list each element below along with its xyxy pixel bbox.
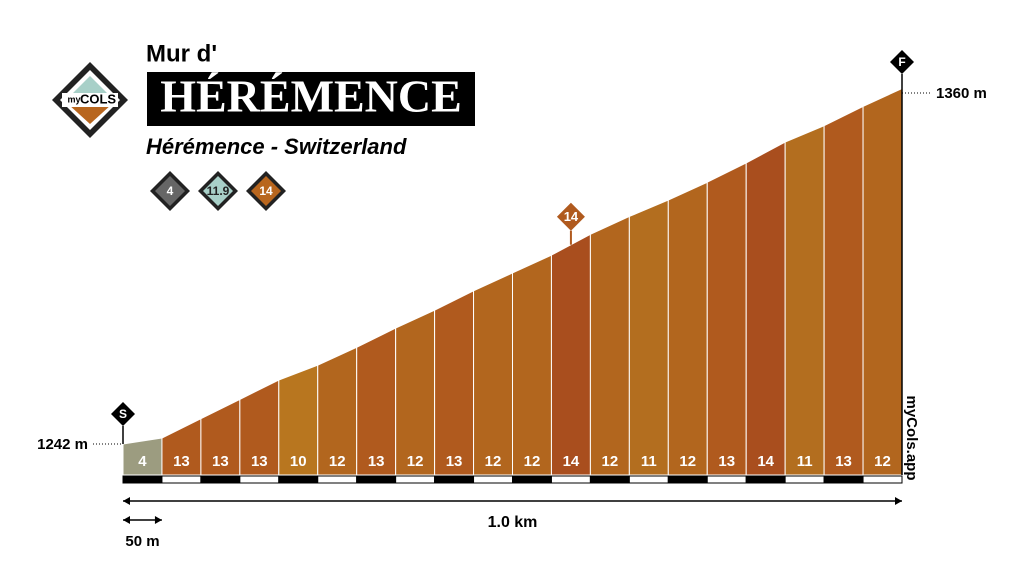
watermark: myCols.app — [903, 395, 920, 480]
segment-label: 12 — [679, 453, 696, 470]
segment — [784, 124, 825, 476]
segment-label: 13 — [718, 453, 735, 470]
max-label: 14 — [564, 209, 579, 224]
segment — [395, 309, 436, 476]
finish-label: F — [898, 55, 905, 69]
segment-label: 12 — [602, 453, 619, 470]
segment-label: 12 — [407, 453, 424, 470]
start-marker — [111, 402, 135, 426]
segment-arrow-head — [154, 516, 162, 524]
start-label: S — [119, 407, 127, 421]
segment-label: 14 — [757, 453, 774, 470]
distance-block — [473, 475, 513, 484]
segment-label: 13 — [368, 453, 385, 470]
distance-block — [356, 475, 397, 484]
segment-label: 13 — [212, 453, 229, 470]
distance-block — [550, 475, 591, 484]
segment — [706, 162, 747, 476]
distance-block — [667, 475, 708, 484]
subtitle: Hérémence - Switzerland — [146, 134, 407, 159]
distance-block — [628, 475, 669, 484]
logo: my COLS — [52, 62, 128, 138]
logo-my: my — [67, 94, 80, 104]
distance-arrow-head — [895, 497, 902, 505]
distance-block — [122, 475, 163, 484]
badge-label: 4 — [167, 184, 174, 198]
distance-block — [395, 475, 436, 484]
start-elevation: 1242 m — [37, 436, 88, 453]
badge — [155, 176, 185, 206]
distance-block — [862, 475, 903, 484]
distance-block — [589, 475, 630, 484]
title: HÉRÉMENCE — [160, 71, 462, 122]
distance-arrow-head — [123, 497, 130, 505]
title-box — [147, 72, 475, 126]
distance-block — [317, 475, 358, 484]
badge — [203, 176, 233, 206]
badge — [251, 176, 281, 206]
logo-cols: COLS — [80, 91, 116, 106]
distance-block — [706, 475, 747, 484]
segment — [550, 233, 591, 476]
pretitle: Mur d' — [146, 40, 217, 67]
finish-marker — [890, 50, 914, 74]
segment — [512, 254, 552, 476]
end-elevation: 1360 m — [936, 85, 987, 102]
segment-arrow-head — [123, 516, 130, 524]
segment-label: 11 — [641, 453, 657, 470]
distance-block — [161, 475, 202, 484]
segment-label: 13 — [173, 453, 190, 470]
distance-block — [823, 475, 864, 484]
segment — [628, 199, 669, 476]
segment-label: 13 — [251, 453, 268, 470]
segment — [473, 272, 513, 476]
segment — [862, 87, 903, 476]
segment-label: 4 — [138, 453, 147, 470]
distance-block — [200, 475, 241, 484]
segment-label: 13 — [446, 453, 463, 470]
segment-label: 14 — [563, 453, 580, 470]
segment-length-label: 50 m — [125, 533, 159, 550]
segment-label: 11 — [797, 453, 813, 470]
badge-label: 14 — [259, 184, 273, 198]
segment — [667, 181, 708, 476]
segment-label: 12 — [329, 453, 346, 470]
segment-label: 12 — [485, 453, 502, 470]
segment — [823, 105, 864, 476]
distance-block — [434, 475, 475, 484]
segment — [589, 215, 630, 476]
distance-block — [512, 475, 552, 484]
segment-label: 10 — [290, 453, 307, 470]
distance-block — [784, 475, 825, 484]
segment — [434, 290, 475, 476]
max-marker — [556, 202, 585, 231]
segment-label: 13 — [835, 453, 852, 470]
distance-label: 1.0 km — [488, 514, 538, 531]
distance-block — [278, 475, 319, 484]
distance-block — [239, 475, 280, 484]
badge-label: 11.9 — [207, 184, 230, 198]
segment-label: 12 — [524, 453, 541, 470]
segment — [745, 141, 786, 476]
distance-block — [745, 475, 786, 484]
segment-label: 12 — [874, 453, 891, 470]
